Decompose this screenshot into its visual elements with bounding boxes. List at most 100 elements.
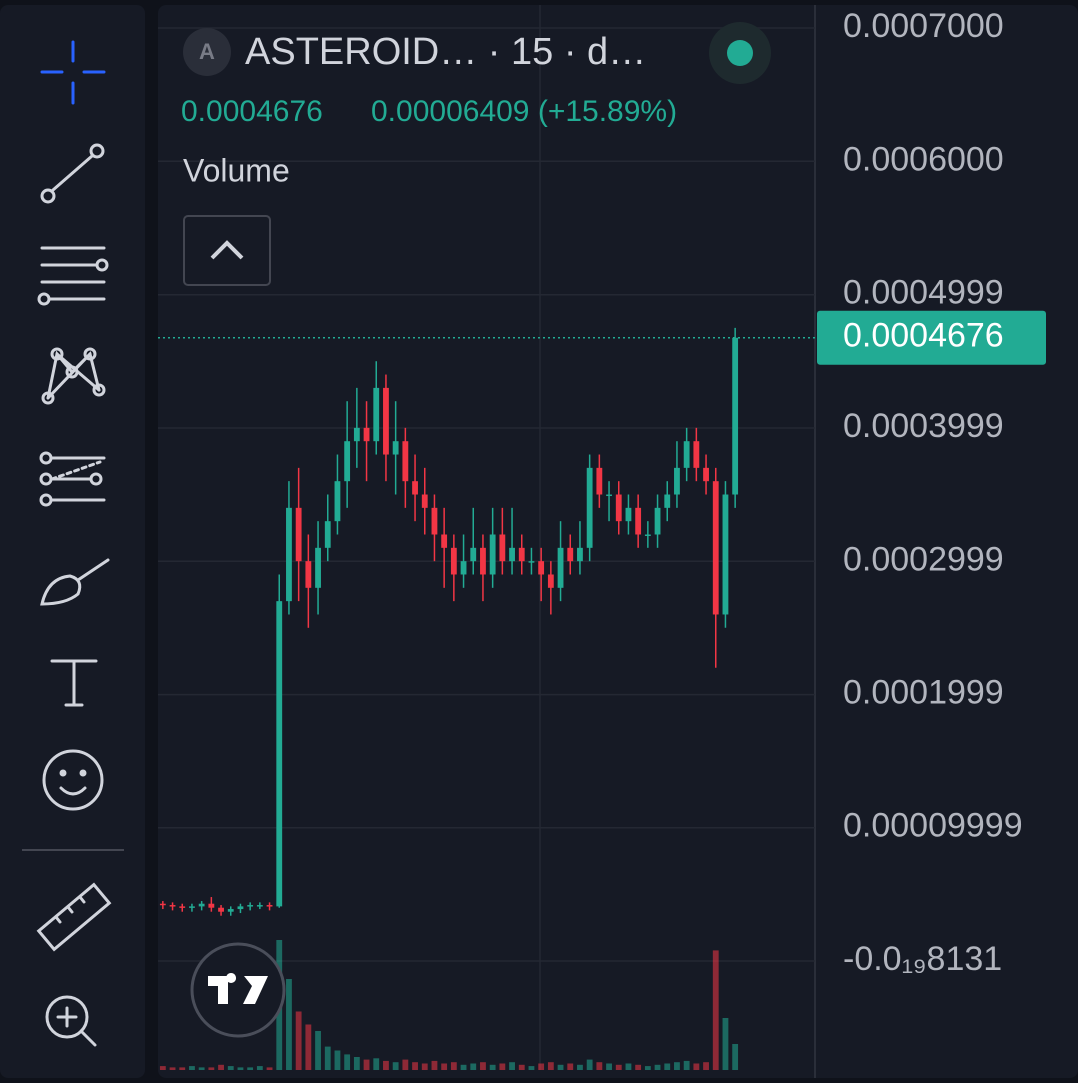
- volume-bar: [334, 1050, 341, 1070]
- symbol-badge: [183, 28, 231, 76]
- candle-body: [547, 574, 554, 588]
- tradingview-logo[interactable]: [190, 942, 286, 1038]
- candle-body: [218, 907, 224, 912]
- candle-body: [654, 507, 661, 535]
- candle-body: [538, 561, 545, 575]
- candle-body: [392, 441, 399, 455]
- volume-bar: [596, 1062, 603, 1070]
- candle-body: [625, 507, 632, 522]
- volume-bar: [344, 1054, 351, 1070]
- volume-bar: [218, 1064, 224, 1070]
- candle-body: [363, 427, 370, 442]
- volume-bar: [353, 1057, 360, 1070]
- candle-body: [198, 903, 205, 907]
- candle-body: [732, 337, 739, 495]
- y-tick-label: 0.0002999: [843, 540, 1004, 578]
- volume-bar: [683, 1060, 690, 1070]
- candle-body: [664, 494, 671, 508]
- volume-bar: [693, 1063, 700, 1070]
- text-tool[interactable]: [50, 659, 98, 707]
- volume-bar: [431, 1060, 438, 1070]
- candle-body: [412, 481, 418, 495]
- last-price: 0.0004676: [181, 95, 323, 128]
- volume-bar: [664, 1063, 671, 1070]
- volume-bar: [674, 1062, 680, 1070]
- candle-body: [722, 494, 729, 615]
- candle-body: [703, 467, 709, 482]
- chart-panel: [158, 5, 1078, 1078]
- chevron-icon: [210, 240, 244, 260]
- candle-body: [159, 903, 166, 906]
- candle-body: [266, 905, 273, 907]
- volume-bar: [460, 1064, 467, 1070]
- pattern-tool[interactable]: [41, 347, 106, 405]
- volume-bar: [208, 1067, 215, 1070]
- volume-bar: [518, 1064, 525, 1070]
- symbol-title[interactable]: ASTEROID… · 15 · d…: [245, 31, 646, 73]
- y-tick-label: -0.0₁₉8131: [843, 940, 1002, 978]
- candle-body: [276, 601, 283, 907]
- y-tick-label: 0.0001999: [843, 674, 1004, 712]
- candle-body: [693, 441, 700, 468]
- forecast-tool[interactable]: [39, 451, 106, 507]
- volume-bar: [441, 1063, 448, 1070]
- volume-bar: [450, 1062, 457, 1070]
- candle-body: [557, 547, 564, 588]
- candle-body: [489, 534, 496, 575]
- candle-body: [227, 909, 234, 912]
- candle-body: [509, 547, 515, 562]
- candle-body: [208, 903, 215, 908]
- symbol-badge-text: A: [199, 39, 215, 64]
- volume-bar: [567, 1063, 574, 1070]
- volume-bar: [247, 1067, 254, 1070]
- volume-bar: [547, 1062, 554, 1070]
- candle-body: [373, 387, 380, 442]
- y-tick-label: 0.0006000: [843, 140, 1004, 178]
- candle-body: [635, 507, 642, 535]
- candle-body: [402, 441, 409, 482]
- volume-bar: [489, 1064, 496, 1070]
- brush-tool[interactable]: [40, 558, 110, 606]
- candle-body: [237, 906, 244, 910]
- volume-bar: [644, 1066, 651, 1070]
- volume-bar: [373, 1058, 380, 1070]
- volume-bar: [625, 1063, 632, 1070]
- volume-bar: [383, 1060, 389, 1070]
- candle-body: [450, 547, 457, 575]
- toolbar: [0, 5, 145, 1078]
- emoji-tool[interactable]: [42, 749, 104, 811]
- volume-bar: [499, 1063, 506, 1070]
- parallel-lines-tool[interactable]: [37, 246, 109, 306]
- volume-bar: [392, 1062, 399, 1070]
- trend-line-tool[interactable]: [40, 143, 105, 204]
- candle-body: [256, 905, 263, 907]
- crosshair-tool[interactable]: [40, 40, 106, 105]
- candle-body: [344, 441, 351, 482]
- candle-body: [577, 547, 583, 562]
- volume-bar: [402, 1059, 409, 1070]
- collapse-button[interactable]: [183, 215, 271, 286]
- status-dot: [727, 40, 753, 66]
- ruler-tool[interactable]: [36, 882, 112, 952]
- zoom-tool[interactable]: [45, 995, 97, 1047]
- last-price-tag: [817, 310, 1046, 365]
- volume-bar: [412, 1062, 418, 1070]
- volume-bar: [480, 1062, 486, 1070]
- candle-body: [480, 547, 486, 575]
- candle-body: [295, 507, 302, 562]
- candle-body: [596, 467, 603, 495]
- candle-body: [179, 906, 186, 908]
- candle-body: [334, 481, 341, 522]
- volume-bar: [189, 1066, 195, 1070]
- candle-body: [431, 507, 438, 535]
- candle-body: [683, 441, 690, 468]
- volume-bar: [528, 1066, 535, 1070]
- volume-bar: [712, 950, 719, 1070]
- candle-body: [606, 494, 612, 497]
- candle-body: [518, 547, 525, 562]
- volume-bar: [159, 1066, 166, 1070]
- candle-body: [499, 534, 506, 562]
- candle-body: [470, 547, 477, 562]
- candle-body: [324, 521, 331, 548]
- volume-bar: [470, 1063, 477, 1070]
